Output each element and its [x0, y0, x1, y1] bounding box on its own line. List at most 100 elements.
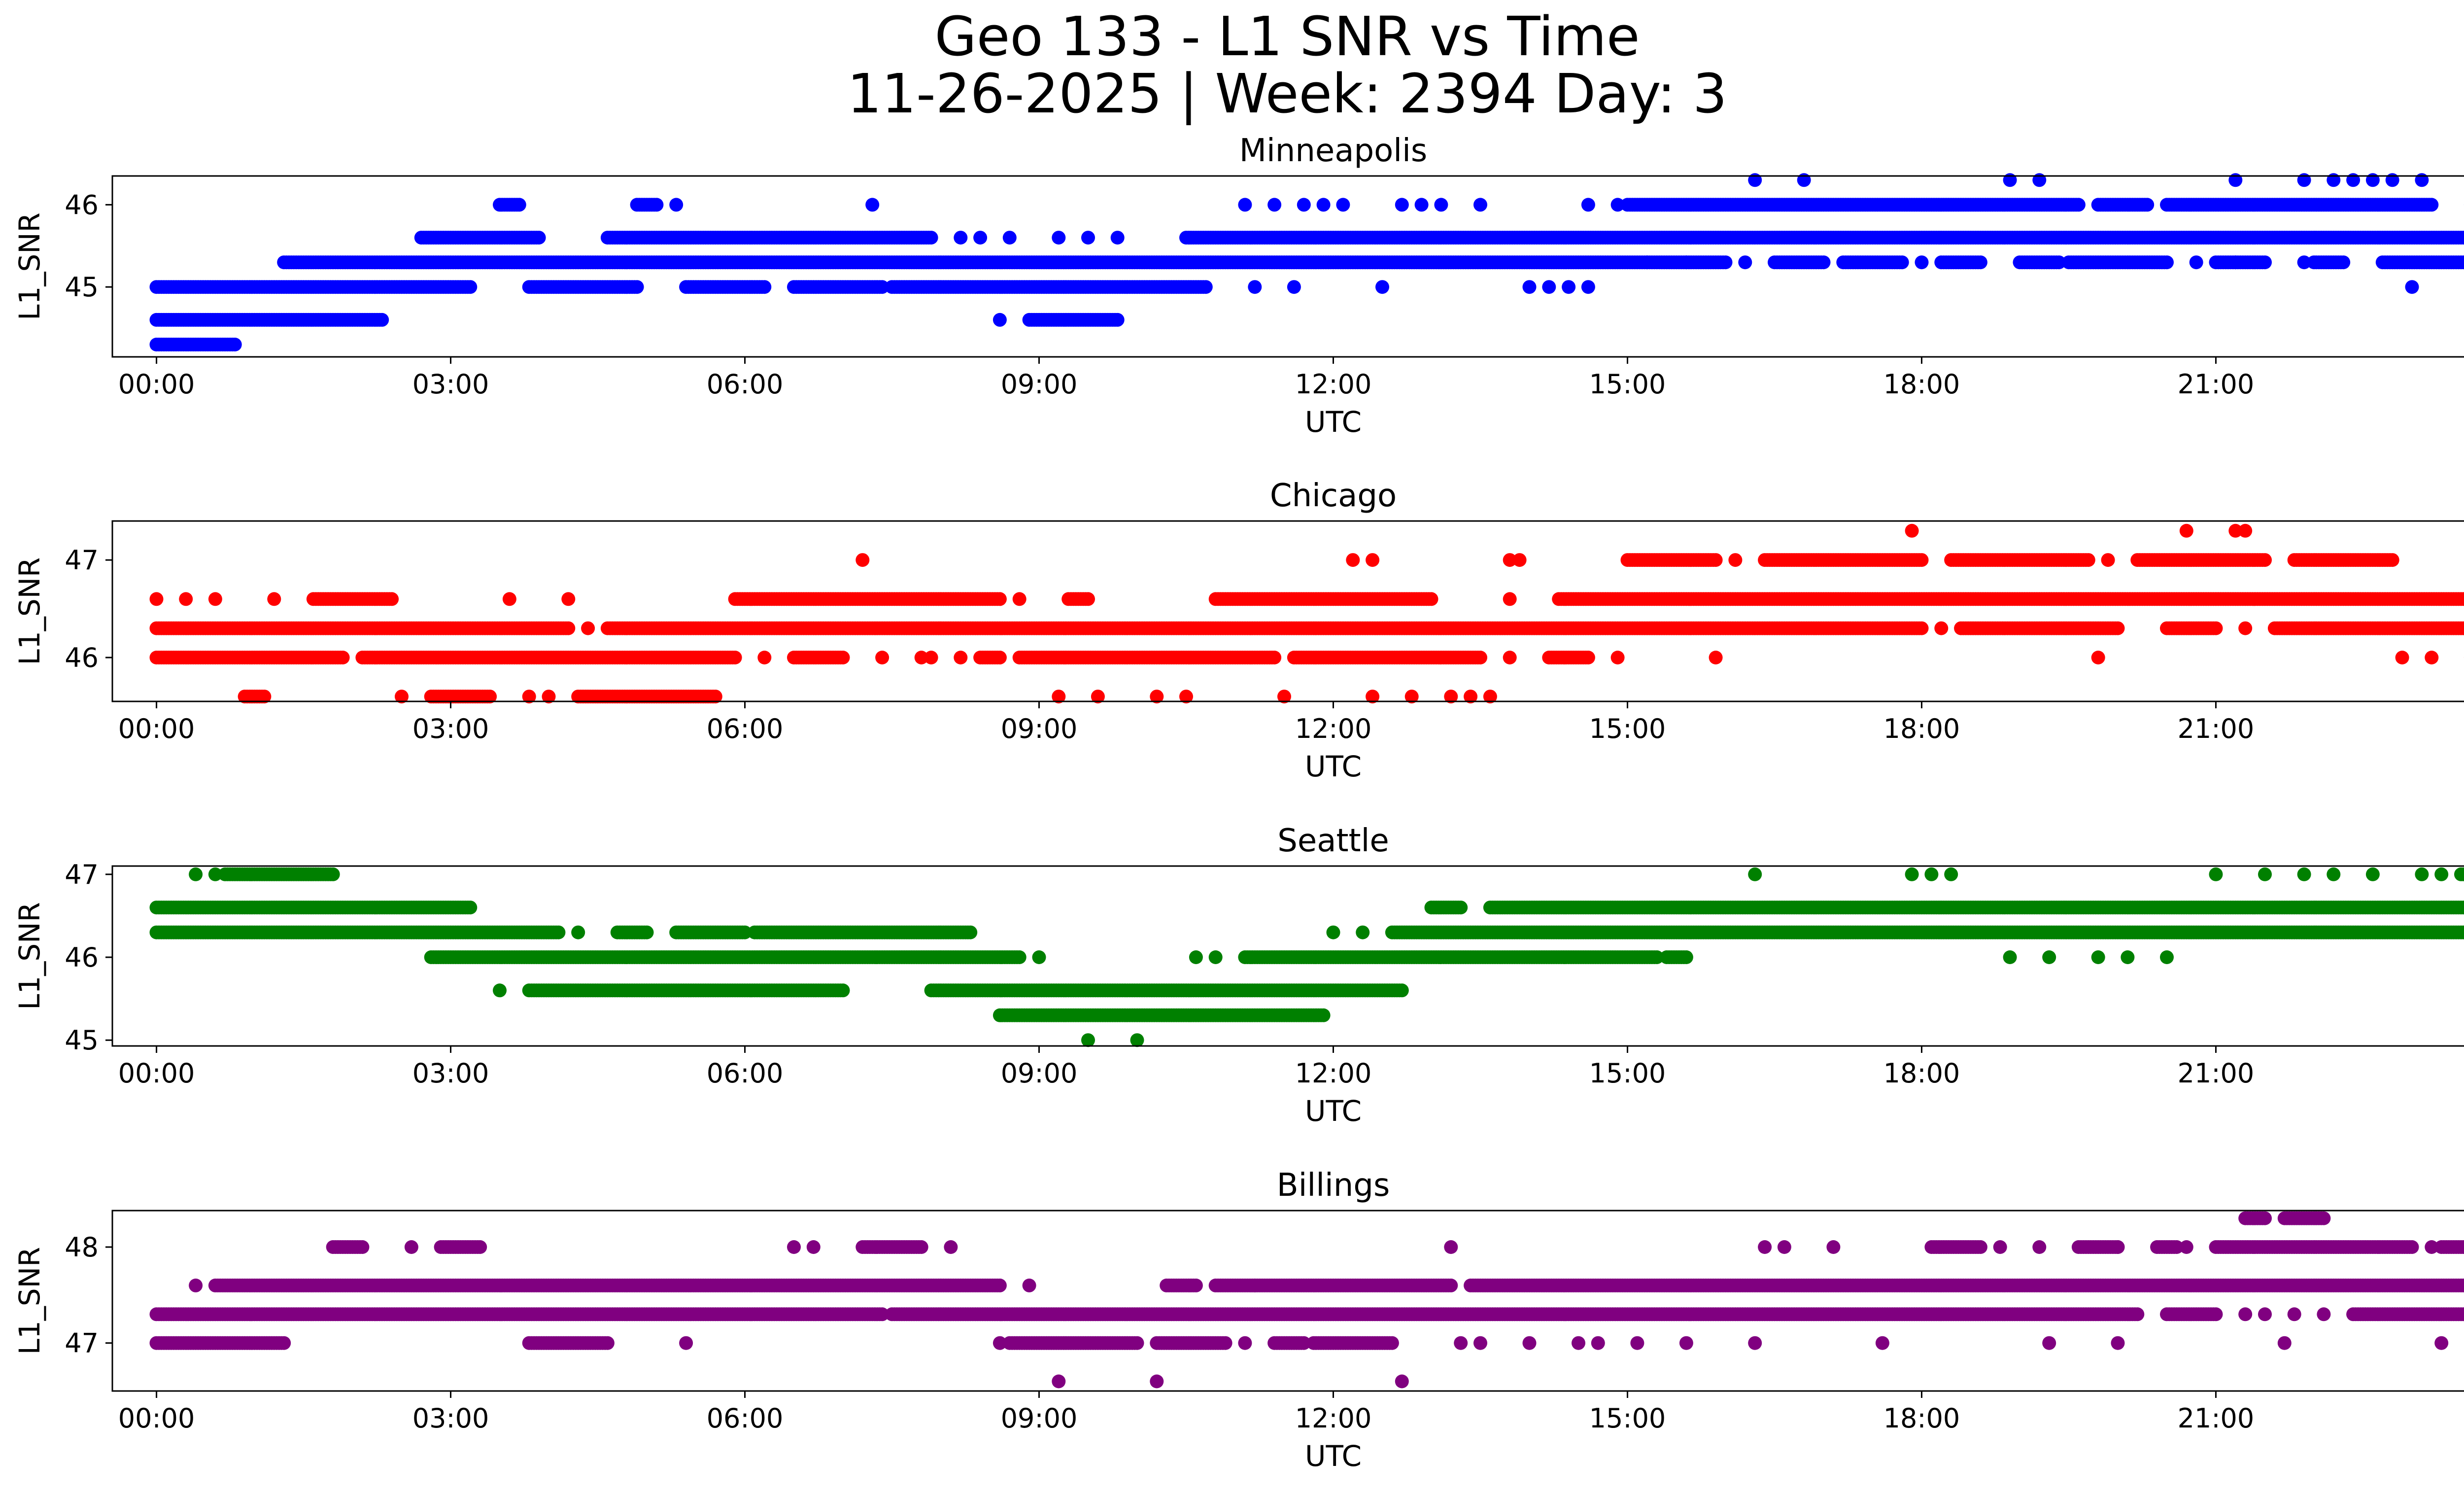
data-point — [179, 592, 193, 606]
data-point — [1267, 198, 1282, 212]
x-tick-label: 15:00 — [1589, 369, 1666, 400]
data-point — [2111, 621, 2125, 635]
data-point — [1709, 651, 1723, 664]
data-point — [2179, 523, 2193, 538]
data-point — [1718, 255, 1733, 270]
data-point — [1346, 553, 1360, 567]
data-point — [512, 198, 526, 212]
data-point — [2160, 255, 2174, 270]
data-point — [267, 592, 281, 606]
data-point — [1473, 198, 1487, 212]
data-point — [2336, 255, 2351, 270]
x-tick-label: 09:00 — [1001, 369, 1078, 400]
data-point — [728, 651, 742, 664]
data-point — [1679, 255, 1693, 270]
data-point — [2238, 523, 2253, 538]
data-point — [2425, 198, 2439, 212]
data-point — [973, 231, 988, 245]
x-tick-label: 03:00 — [412, 369, 489, 400]
data-point — [630, 280, 644, 294]
data-point — [2101, 553, 2115, 567]
data-point — [1512, 553, 1527, 567]
data-point — [2209, 621, 2223, 635]
chart-title-line1: Geo 133 - L1 SNR vs Time — [934, 5, 1640, 68]
data-point — [1503, 592, 1517, 606]
data-point — [1316, 198, 1331, 212]
data-point — [1610, 651, 1625, 664]
data-point — [1581, 198, 1595, 212]
data-point — [2071, 198, 2086, 212]
x-tick-label: 03:00 — [412, 713, 489, 744]
data-point — [757, 280, 772, 294]
data-point — [2395, 651, 2409, 664]
data-point — [2461, 257, 2464, 268]
data-point — [757, 651, 772, 664]
chart-title-line2: 11-26-2025 | Week: 2394 Day: 3 — [847, 62, 1727, 126]
subplot-title: Seattle — [1277, 823, 1389, 859]
data-point — [581, 621, 595, 635]
data-point — [1336, 198, 1350, 212]
data-point — [1905, 523, 1919, 538]
data-point — [2228, 255, 2243, 270]
x-tick-label: 18:00 — [1883, 369, 1960, 400]
data-point — [2052, 255, 2066, 270]
data-point — [502, 592, 516, 606]
data-point — [1267, 651, 1282, 664]
data-point — [1915, 255, 1929, 270]
data-point — [650, 198, 664, 212]
y-axis-label: L1_SNR — [13, 212, 46, 320]
data-point — [865, 198, 880, 212]
data-point — [463, 280, 478, 294]
data-point — [1110, 313, 1125, 327]
data-point — [1434, 198, 1448, 212]
data-point — [1110, 231, 1125, 245]
data-point — [1366, 553, 1380, 567]
x-tick-label: 12:00 — [1295, 713, 1372, 744]
data-point — [2140, 198, 2155, 212]
data-point — [336, 651, 350, 664]
data-point — [1640, 255, 1654, 270]
data-point — [836, 651, 850, 664]
x-tick-label: 06:00 — [707, 369, 784, 400]
data-point — [1002, 231, 1017, 245]
data-point — [1895, 255, 1909, 270]
data-point — [2258, 553, 2272, 567]
data-point — [1375, 280, 1389, 294]
data-series — [149, 523, 2464, 704]
y-tick-label: 47 — [65, 545, 99, 576]
data-point — [1424, 592, 1438, 606]
data-point — [2258, 255, 2272, 270]
data-point — [2238, 621, 2253, 635]
data-point — [385, 592, 399, 606]
data-point — [1287, 280, 1301, 294]
x-tick-label: 12:00 — [1295, 369, 1372, 400]
data-point — [992, 651, 1007, 664]
data-series — [149, 173, 2464, 351]
data-point — [1915, 553, 1929, 567]
x-axis-label: UTC — [1305, 405, 1362, 439]
data-point — [1816, 255, 1831, 270]
data-point — [1248, 280, 1262, 294]
data-point — [1562, 280, 1576, 294]
data-point — [924, 651, 938, 664]
data-point — [992, 313, 1007, 327]
axes-frame — [111, 520, 2464, 702]
x-tick-label: 21:00 — [2178, 369, 2255, 400]
data-point — [1238, 198, 1252, 212]
x-axis-label: UTC — [1305, 750, 1362, 783]
data-point — [954, 651, 968, 664]
data-point — [1503, 651, 1517, 664]
data-point — [1473, 651, 1487, 664]
x-tick-label: 09:00 — [1001, 713, 1078, 744]
data-point — [375, 313, 389, 327]
data-point — [1081, 231, 1095, 245]
data-point — [1522, 280, 1537, 294]
data-point — [875, 651, 890, 664]
data-point — [669, 198, 684, 212]
data-point — [1709, 553, 1723, 567]
data-point — [2405, 280, 2419, 294]
x-tick-label: 18:00 — [1883, 713, 1960, 744]
